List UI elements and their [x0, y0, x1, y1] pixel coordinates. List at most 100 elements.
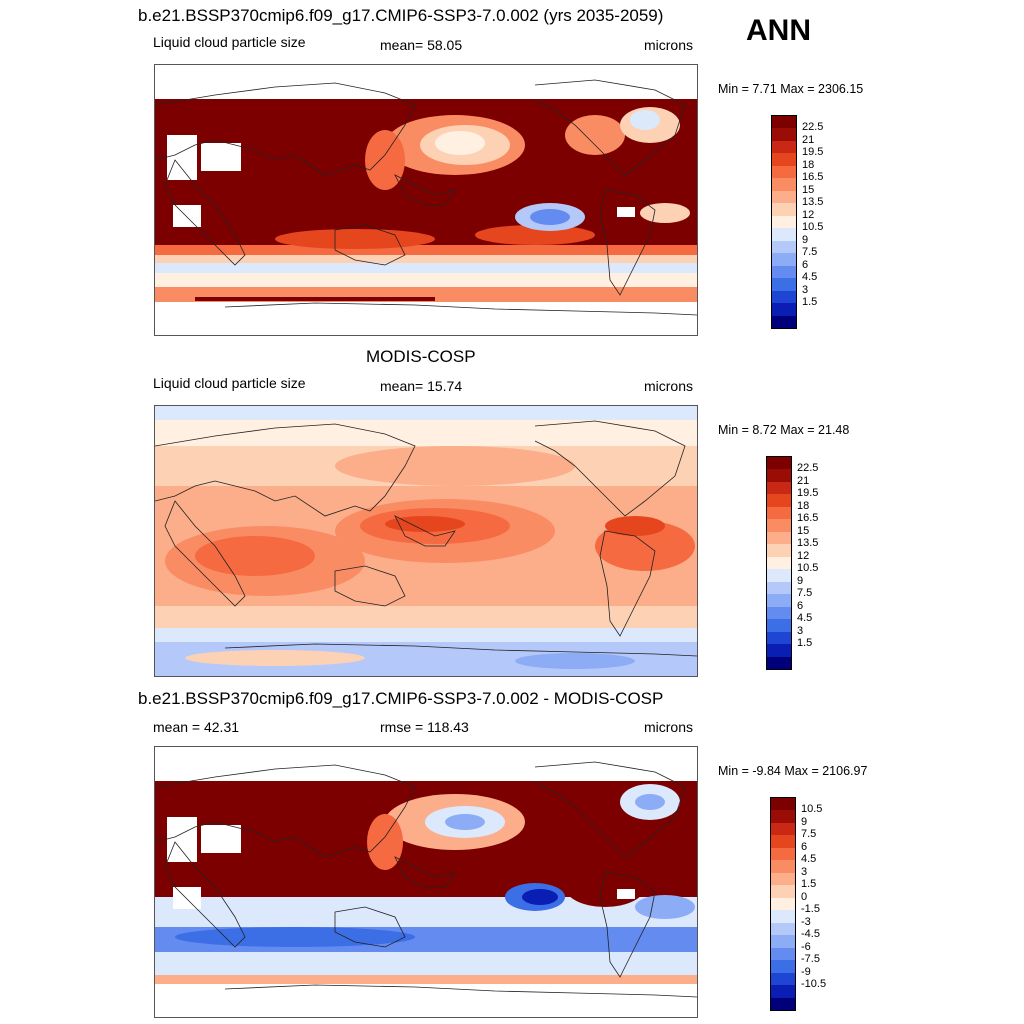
colorbar-swatch — [767, 644, 791, 658]
colorbar-tick-label: 0 — [801, 890, 808, 903]
panel2-map — [154, 405, 698, 677]
colorbar-tick-label: 13.5 — [797, 537, 819, 550]
season-label: ANN — [746, 14, 811, 47]
colorbar-tick-label: 18 — [802, 158, 815, 171]
colorbar-swatch — [771, 835, 795, 849]
colorbar-tick-label: -9 — [801, 965, 811, 978]
colorbar-tick-label: 18 — [797, 499, 810, 512]
colorbar-swatch — [771, 985, 795, 999]
colorbar-tick-label: -6 — [801, 940, 811, 953]
colorbar-swatch — [767, 506, 791, 520]
colorbar-swatch — [767, 469, 791, 483]
colorbar-tick-label: 21 — [802, 133, 815, 146]
colorbar-swatch — [772, 128, 796, 142]
colorbar-tick-label: 9 — [802, 233, 809, 246]
colorbar-tick-label: 7.5 — [801, 828, 817, 841]
colorbar-swatch — [767, 569, 791, 583]
panel3-map — [154, 746, 698, 1018]
colorbar-swatch — [771, 910, 795, 924]
colorbar-tick-label: -4.5 — [801, 928, 820, 941]
colorbar-tick-label: 4.5 — [797, 612, 813, 625]
panel3-units: microns — [644, 719, 694, 735]
colorbar-swatch — [772, 153, 796, 167]
colorbar-swatch — [772, 190, 796, 204]
colorbar-swatch — [771, 897, 795, 911]
colorbar-tick-label: 1.5 — [797, 637, 813, 650]
colorbar-swatch — [771, 947, 795, 961]
colorbar-tick-label: -1.5 — [801, 903, 820, 916]
panel2-mean: mean= 15.74 — [380, 378, 463, 394]
colorbar-tick-label: 13.5 — [802, 196, 824, 209]
panel3-colorbar: 10.5 9 7.5 6 4.5 3 1.5 0 -1.5 -3 -4.5 -6 -7.5 -9 -10.5 — [770, 797, 826, 1011]
colorbar-tick-label: 1.5 — [802, 296, 818, 309]
colorbar-swatch — [767, 581, 791, 595]
panel2-title: MODIS-COSP — [366, 347, 476, 366]
colorbar-swatch — [767, 556, 791, 570]
colorbar-tick-label: 9 — [797, 574, 804, 587]
panel2-colorbar: 22.5 21 19.5 18 16.5 15 13.5 12 10.5 9 7.5 6 4.5 3 1.5 — [766, 456, 818, 670]
colorbar-tick-label: 15 — [797, 524, 810, 537]
panel1-map — [154, 64, 698, 336]
colorbar-swatch — [767, 519, 791, 533]
panel3-mean: mean = 42.31 — [153, 719, 240, 735]
colorbar-swatch — [772, 315, 796, 329]
colorbar-tick-label: 6 — [802, 258, 809, 271]
colorbar-swatch — [772, 290, 796, 304]
colorbar-tick-label: 15 — [802, 183, 815, 196]
colorbar-tick-label: 3 — [801, 865, 808, 878]
colorbar-tick-label: 6 — [801, 840, 808, 853]
colorbar-swatch — [772, 215, 796, 229]
colorbar-swatch — [772, 303, 796, 317]
colorbar-swatch — [771, 847, 795, 861]
colorbar-swatch — [771, 810, 795, 824]
panel1-variable-label: Liquid cloud particle size — [153, 34, 306, 50]
colorbar-tick-label: 22.5 — [802, 121, 824, 134]
colorbar-swatch — [767, 656, 791, 670]
colorbar-swatch — [771, 972, 795, 986]
colorbar-swatch — [771, 885, 795, 899]
colorbar-swatch — [767, 606, 791, 620]
colorbar-tick-label: 3 — [802, 283, 809, 296]
panel1-minmax: Min = 7.71 Max = 2306.15 — [718, 82, 864, 96]
colorbar-swatch — [772, 278, 796, 292]
colorbar-swatch — [772, 140, 796, 154]
colorbar-tick-label: 9 — [801, 815, 808, 828]
colorbar-tick-label: 16.5 — [802, 171, 824, 184]
colorbar-swatch — [771, 860, 795, 874]
colorbar-tick-label: 19.5 — [797, 487, 819, 500]
colorbar-swatch — [772, 253, 796, 267]
colorbar-swatch — [772, 165, 796, 179]
colorbar-swatch — [767, 631, 791, 645]
panel1-colorbar: 22.5 21 19.5 18 16.5 15 13.5 12 10.5 9 7.5 6 4.5 3 1.5 — [771, 115, 823, 329]
colorbar-swatch — [772, 178, 796, 192]
colorbar-tick-label: 7.5 — [802, 246, 818, 259]
colorbar-swatch — [771, 997, 795, 1011]
colorbar-tick-label: 4.5 — [802, 271, 818, 284]
colorbar-tick-label: 1.5 — [801, 878, 817, 891]
panel1-title: b.e21.BSSP370cmip6.f09_g17.CMIP6-SSP3-7.… — [138, 6, 664, 25]
colorbar-tick-label: 22.5 — [797, 462, 819, 475]
colorbar-swatch — [767, 544, 791, 558]
colorbar-swatch — [767, 494, 791, 508]
panel3-rmse: rmse = 118.43 — [380, 719, 469, 735]
colorbar-swatch — [767, 481, 791, 495]
colorbar-tick-label: 7.5 — [797, 587, 813, 600]
colorbar-tick-label: 10.5 — [797, 562, 819, 575]
colorbar-tick-label: 10.5 — [801, 803, 823, 816]
colorbar-swatch — [767, 594, 791, 608]
colorbar-tick-label: 10.5 — [802, 221, 824, 234]
colorbar-tick-label: 4.5 — [801, 853, 817, 866]
colorbar-tick-label: 12 — [802, 208, 815, 221]
colorbar-tick-label: 21 — [797, 474, 810, 487]
colorbar-swatch — [772, 265, 796, 279]
colorbar-tick-label: -7.5 — [801, 953, 820, 966]
colorbar-swatch — [771, 872, 795, 886]
colorbar-swatch — [771, 798, 795, 811]
panel3-minmax: Min = -9.84 Max = 2106.97 — [718, 764, 868, 778]
colorbar-tick-label: 12 — [797, 549, 810, 562]
panel2-variable-label: Liquid cloud particle size — [153, 375, 306, 391]
colorbar-swatch — [771, 960, 795, 974]
colorbar-tick-label: 19.5 — [802, 146, 824, 159]
colorbar-swatch — [767, 457, 791, 470]
colorbar-swatch — [771, 922, 795, 936]
